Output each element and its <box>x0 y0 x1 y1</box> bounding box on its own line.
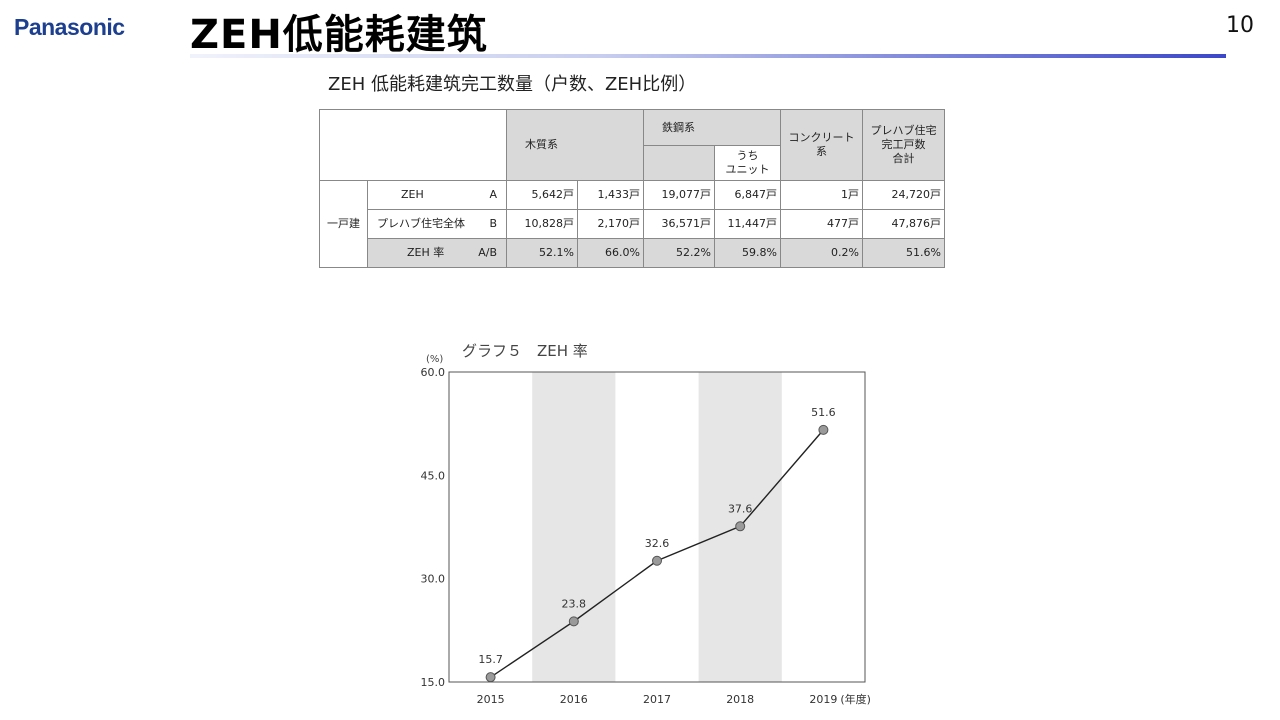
data-label: 51.6 <box>811 406 836 419</box>
x-tick-label: 2019 <box>809 693 837 706</box>
y-tick-label: 30.0 <box>421 573 446 586</box>
table-cell: 52.1% <box>506 238 578 268</box>
col-header-total: プレハブ住宅 完工戸数 合計 <box>862 109 945 181</box>
y-axis-unit-label: (%) <box>426 354 443 365</box>
data-point <box>568 616 579 627</box>
x-tick-label: 2016 <box>560 693 588 706</box>
table-cell: 6,847戸 <box>714 180 781 210</box>
panasonic-logo: Panasonic <box>14 14 125 40</box>
table-cell: 0.2% <box>780 238 863 268</box>
data-point <box>735 521 746 532</box>
table-cell: 1戸 <box>780 180 863 210</box>
data-label: 23.8 <box>562 597 587 610</box>
table-cell: 11,447戸 <box>714 209 781 239</box>
col-header-steel: 鉄鋼系 <box>643 109 781 146</box>
table-row: ZEH 率 A/B 52.1% 66.0% 52.2% 59.8% 0.2% 51… <box>320 238 945 268</box>
table-caption: ZEH 低能耗建筑完工数量（户数、ZEH比例） <box>328 74 697 95</box>
x-tick-label: 2018 <box>726 693 754 706</box>
x-axis-unit-label: (年度) <box>840 692 871 706</box>
page-title: ZEH低能耗建筑 <box>190 12 488 58</box>
data-point <box>652 555 662 566</box>
title-underline <box>190 54 1226 58</box>
y-tick-label: 15.0 <box>421 676 446 689</box>
page-number: 10 <box>1226 13 1254 38</box>
data-point <box>818 424 829 435</box>
data-point <box>485 672 496 683</box>
table-cell: 19,077戸 <box>643 180 715 210</box>
col-header-steel-spacer <box>643 145 715 181</box>
zeh-completion-table: 木質系 鉄鋼系 コンクリート 系 プレハブ住宅 完工戸数 合計 うち ユニット … <box>319 109 945 268</box>
table-cell: 2,170戸 <box>577 209 644 239</box>
row-code-text: B <box>489 217 497 231</box>
data-points: 15.7 23.8 32.6 37.6 51.6 <box>478 406 836 683</box>
row-label-text: ZEH <box>401 188 424 202</box>
row-label-text: ZEH 率 <box>407 246 445 260</box>
table-corner-cell <box>319 109 507 181</box>
row-group-label: 一戸建 <box>319 180 368 268</box>
x-tick-label: 2015 <box>477 693 505 706</box>
row-label-prefab: プレハブ住宅全体 B <box>367 209 507 239</box>
y-axis: 15.0 30.0 45.0 60.0 <box>421 366 446 689</box>
table-cell: 477戸 <box>780 209 863 239</box>
data-label: 37.6 <box>728 502 753 515</box>
table-cell: 59.8% <box>714 238 781 268</box>
col-header-steel-label: 鉄鋼系 <box>662 120 695 134</box>
row-code-text: A/B <box>478 246 497 260</box>
table-cell: 52.2% <box>643 238 715 268</box>
row-label-rate: ZEH 率 A/B <box>367 238 507 268</box>
x-tick-label: 2017 <box>643 693 671 706</box>
y-tick-label: 45.0 <box>421 469 446 482</box>
data-label: 32.6 <box>645 537 670 550</box>
data-label: 15.7 <box>478 653 503 666</box>
table-cell: 5,642戸 <box>506 180 578 210</box>
x-axis: 2015 2016 2017 2018 2019 <box>477 693 838 706</box>
col-header-steel-unit: うち ユニット <box>714 145 781 181</box>
row-code-text: A <box>489 188 497 202</box>
y-tick-label: 60.0 <box>421 366 446 379</box>
col-header-concrete: コンクリート 系 <box>780 109 863 181</box>
table-cell: 51.6% <box>862 238 945 268</box>
col-header-wood: 木質系 <box>506 109 644 181</box>
col-header-wood-label: 木質系 <box>525 138 558 152</box>
plot-frame <box>448 371 866 683</box>
chart-band <box>532 372 616 682</box>
chart-title: グラフ５ ZEH 率 <box>462 342 588 360</box>
row-label-text: プレハブ住宅全体 <box>377 217 465 231</box>
